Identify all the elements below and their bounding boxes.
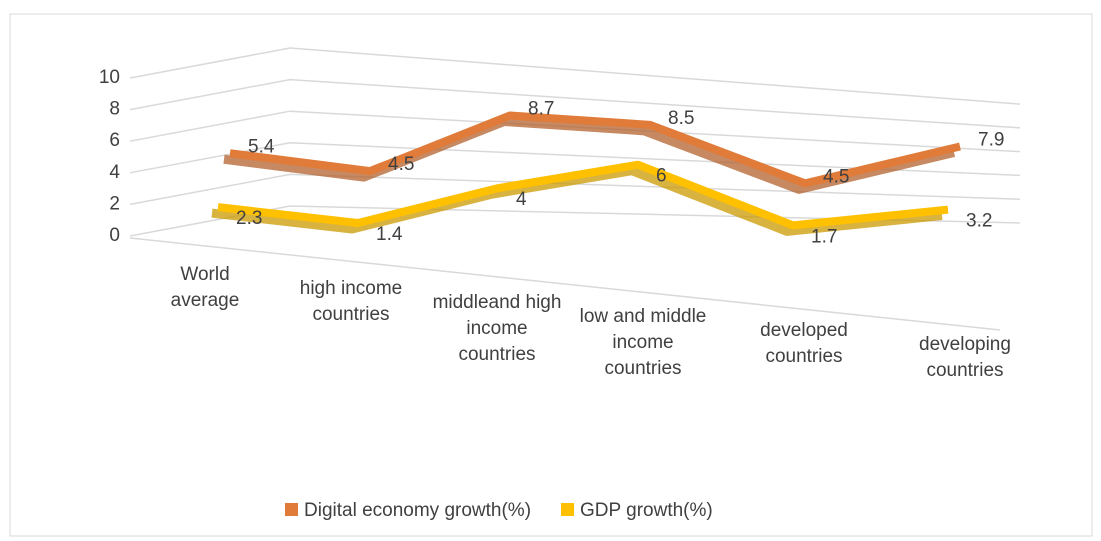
data-label: 8.7: [528, 99, 554, 120]
x-tick-label: high income countries: [299, 278, 403, 325]
y-tick-label: 6: [109, 130, 120, 151]
grid-line: [129, 173, 1021, 206]
grid-line: [129, 78, 1021, 129]
data-label: 2.3: [236, 208, 262, 229]
grid-line: [129, 47, 1021, 105]
grid-line: [129, 110, 1021, 153]
legend-label: GDP growth(%): [580, 500, 713, 521]
y-tick-label: 4: [109, 162, 120, 183]
x-tick-label: middleand high income countries: [432, 292, 562, 365]
data-label: 3.2: [966, 211, 992, 232]
x-tick-label: World average: [170, 264, 240, 311]
legend-swatch: [561, 503, 575, 516]
series-ribbon-side: [223, 117, 956, 194]
data-label: 4.5: [388, 154, 414, 175]
data-label: 4.5: [823, 166, 849, 187]
data-label: 5.4: [248, 136, 275, 157]
y-tick-label: 0: [109, 225, 120, 246]
x-tick-label: developing countries: [919, 334, 1011, 381]
data-label: 1.4: [376, 224, 403, 245]
chart-border: [9, 13, 1093, 537]
y-tick-label: 2: [109, 193, 120, 214]
data-label: 8.5: [668, 108, 694, 129]
x-tick-label: developed countries: [760, 320, 848, 367]
series-line: [217, 160, 949, 230]
grid-line: [129, 142, 1021, 177]
floor-edge: [129, 237, 1001, 331]
series-line: [229, 111, 961, 188]
x-tick-label: low and middle income countries: [579, 306, 707, 379]
y-tick-label: 8: [109, 99, 120, 120]
legend-label: Digital economy growth(%): [304, 500, 531, 521]
data-label: 6: [656, 166, 667, 187]
y-tick-label: 10: [99, 67, 120, 88]
data-label: 1.7: [811, 226, 837, 247]
data-label: 4: [516, 189, 527, 210]
series-ribbon-side: [211, 166, 943, 236]
legend-swatch: [285, 503, 298, 516]
data-label: 7.9: [978, 129, 1004, 150]
